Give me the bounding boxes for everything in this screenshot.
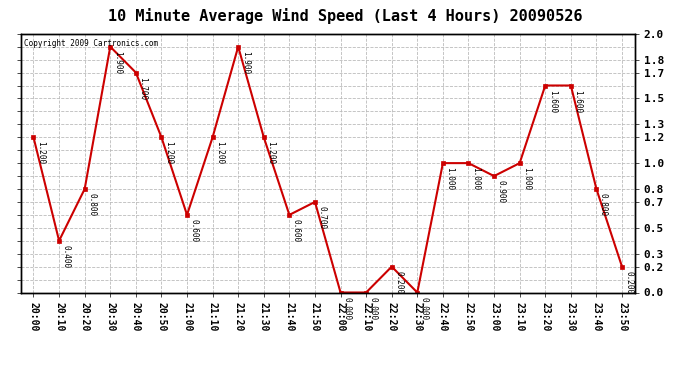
Text: 0.600: 0.600 bbox=[292, 219, 301, 242]
Text: 1.000: 1.000 bbox=[445, 167, 454, 190]
Text: 0.000: 0.000 bbox=[368, 297, 377, 320]
Text: 1.200: 1.200 bbox=[266, 141, 275, 165]
Text: 1.900: 1.900 bbox=[112, 51, 121, 74]
Text: 0.800: 0.800 bbox=[87, 193, 96, 216]
Text: 0.000: 0.000 bbox=[420, 297, 428, 320]
Text: 1.000: 1.000 bbox=[522, 167, 531, 190]
Text: 0.000: 0.000 bbox=[343, 297, 352, 320]
Text: 0.200: 0.200 bbox=[394, 271, 403, 294]
Text: 1.600: 1.600 bbox=[548, 90, 557, 113]
Text: 1.200: 1.200 bbox=[215, 141, 224, 165]
Text: 1.000: 1.000 bbox=[471, 167, 480, 190]
Text: 0.600: 0.600 bbox=[190, 219, 199, 242]
Text: 1.600: 1.600 bbox=[573, 90, 582, 113]
Text: 1.900: 1.900 bbox=[241, 51, 250, 74]
Text: 1.200: 1.200 bbox=[164, 141, 173, 165]
Text: 0.400: 0.400 bbox=[61, 245, 70, 268]
Text: 10 Minute Average Wind Speed (Last 4 Hours) 20090526: 10 Minute Average Wind Speed (Last 4 Hou… bbox=[108, 8, 582, 24]
Text: 1.200: 1.200 bbox=[36, 141, 45, 165]
Text: 0.200: 0.200 bbox=[624, 271, 633, 294]
Text: Copyright 2009 Cartronics.com: Copyright 2009 Cartronics.com bbox=[23, 39, 158, 48]
Text: 0.800: 0.800 bbox=[599, 193, 608, 216]
Text: 0.700: 0.700 bbox=[317, 206, 326, 229]
Text: 1.700: 1.700 bbox=[138, 77, 147, 100]
Text: 0.900: 0.900 bbox=[497, 180, 506, 203]
